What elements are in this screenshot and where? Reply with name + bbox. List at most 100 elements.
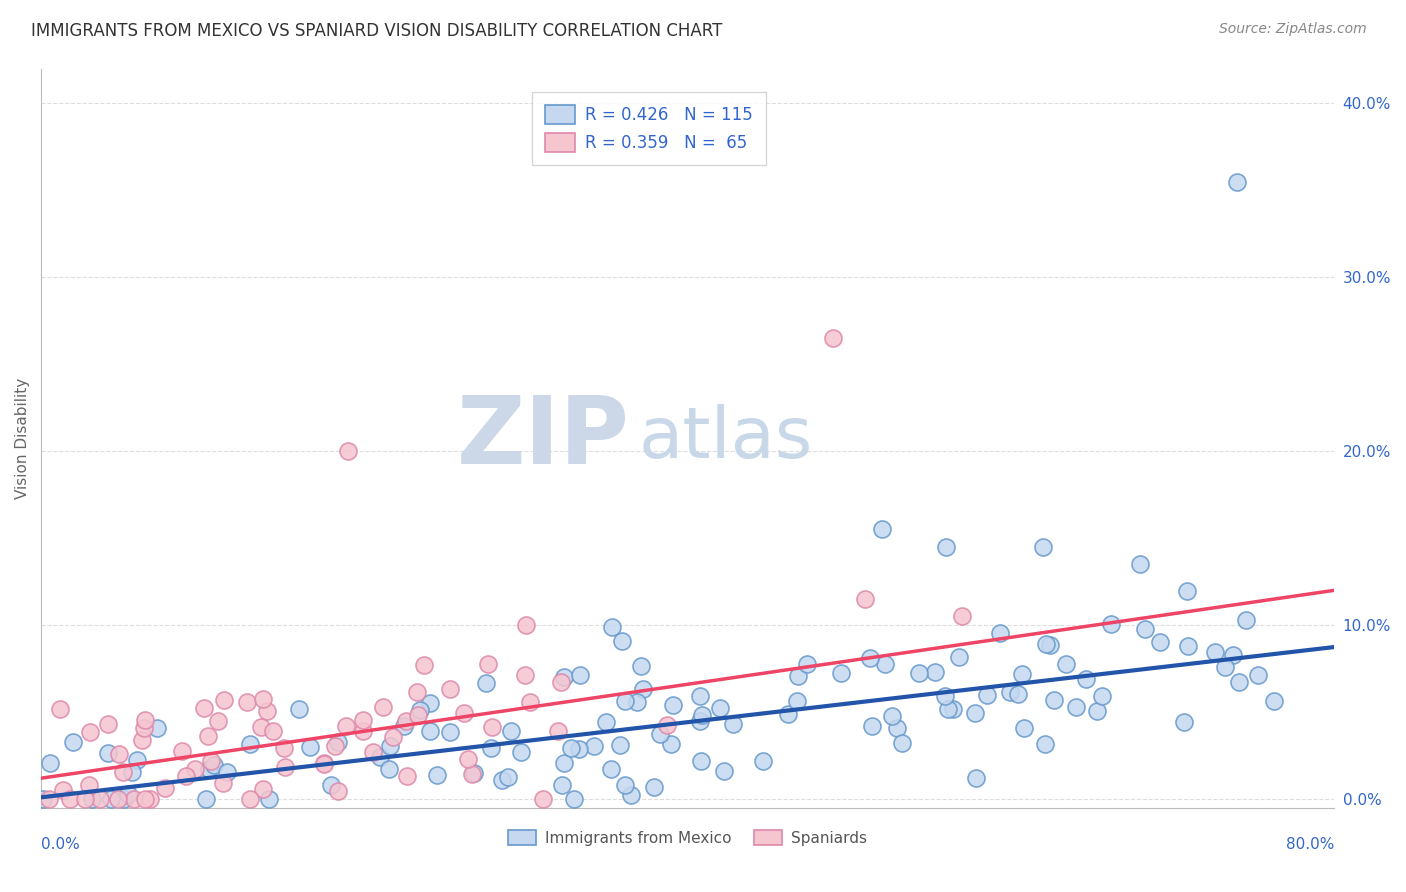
Point — [252, 692, 274, 706]
Point — [337, 444, 360, 458]
Point — [1226, 175, 1249, 189]
Point — [659, 737, 682, 751]
Y-axis label: Vision Disability: Vision Disability — [15, 377, 30, 499]
Point — [134, 713, 156, 727]
Point — [873, 657, 896, 671]
Point — [998, 685, 1021, 699]
Point — [79, 724, 101, 739]
Point — [299, 740, 322, 755]
Point — [551, 778, 574, 792]
Point — [1007, 688, 1029, 702]
Point — [100, 792, 122, 806]
Point — [620, 788, 643, 802]
Point — [610, 634, 633, 648]
Point — [477, 657, 499, 671]
Point — [613, 779, 636, 793]
Point — [112, 792, 135, 806]
Point — [463, 765, 485, 780]
Point — [250, 720, 273, 734]
Text: 0.0%: 0.0% — [41, 838, 80, 853]
Point — [643, 780, 665, 795]
Point — [1039, 638, 1062, 652]
Text: 80.0%: 80.0% — [1286, 838, 1334, 853]
Point — [117, 787, 139, 801]
Point — [936, 701, 959, 715]
Point — [519, 695, 541, 709]
Point — [713, 764, 735, 778]
Point — [778, 706, 800, 721]
Point — [39, 756, 62, 770]
Point — [1087, 704, 1109, 718]
Point — [690, 708, 713, 723]
Point — [236, 695, 259, 709]
Text: IMMIGRANTS FROM MEXICO VS SPANIARD VISION DISABILITY CORRELATION CHART: IMMIGRANTS FROM MEXICO VS SPANIARD VISIO… — [31, 22, 723, 40]
Point — [406, 708, 429, 723]
Point — [312, 757, 335, 772]
Point — [97, 717, 120, 731]
Point — [75, 792, 97, 806]
Point — [134, 792, 156, 806]
Point — [323, 739, 346, 753]
Point — [886, 721, 908, 735]
Point — [830, 665, 852, 680]
Point — [531, 792, 554, 806]
Point — [1175, 584, 1198, 599]
Point — [131, 732, 153, 747]
Point — [515, 618, 537, 632]
Point — [108, 747, 131, 761]
Legend: Immigrants from Mexico, Spaniards: Immigrants from Mexico, Spaniards — [502, 823, 873, 852]
Point — [256, 704, 278, 718]
Point — [195, 792, 218, 806]
Point — [262, 723, 284, 738]
Point — [1247, 667, 1270, 681]
Point — [935, 540, 957, 554]
Point — [976, 689, 998, 703]
Point — [648, 727, 671, 741]
Point — [595, 714, 617, 729]
Point — [568, 742, 591, 756]
Point — [550, 674, 572, 689]
Point — [395, 769, 418, 783]
Point — [352, 724, 374, 739]
Point — [409, 703, 432, 717]
Point — [860, 719, 883, 733]
Point — [600, 762, 623, 776]
Point — [870, 523, 893, 537]
Point — [626, 695, 648, 709]
Point — [1099, 616, 1122, 631]
Point — [1149, 634, 1171, 648]
Point — [1035, 637, 1057, 651]
Point — [371, 700, 394, 714]
Point — [630, 659, 652, 673]
Point — [132, 721, 155, 735]
Point — [689, 714, 711, 728]
Point — [439, 682, 461, 697]
Point — [111, 765, 134, 780]
Point — [461, 767, 484, 781]
Point — [419, 696, 441, 710]
Point — [786, 694, 808, 708]
Point — [326, 784, 349, 798]
Point — [77, 778, 100, 792]
Point — [121, 765, 143, 780]
Point — [395, 714, 418, 728]
Text: atlas: atlas — [638, 404, 813, 473]
Point — [381, 730, 404, 744]
Point — [569, 667, 592, 681]
Point — [419, 723, 441, 738]
Point — [1066, 699, 1088, 714]
Point — [859, 650, 882, 665]
Point — [631, 682, 654, 697]
Point — [326, 734, 349, 748]
Point — [952, 609, 974, 624]
Point — [988, 625, 1011, 640]
Point — [689, 690, 711, 704]
Point — [934, 689, 956, 703]
Point — [321, 778, 343, 792]
Point — [965, 771, 987, 785]
Point — [207, 714, 229, 728]
Point — [657, 718, 679, 732]
Point — [582, 739, 605, 754]
Point — [787, 669, 810, 683]
Point — [361, 745, 384, 759]
